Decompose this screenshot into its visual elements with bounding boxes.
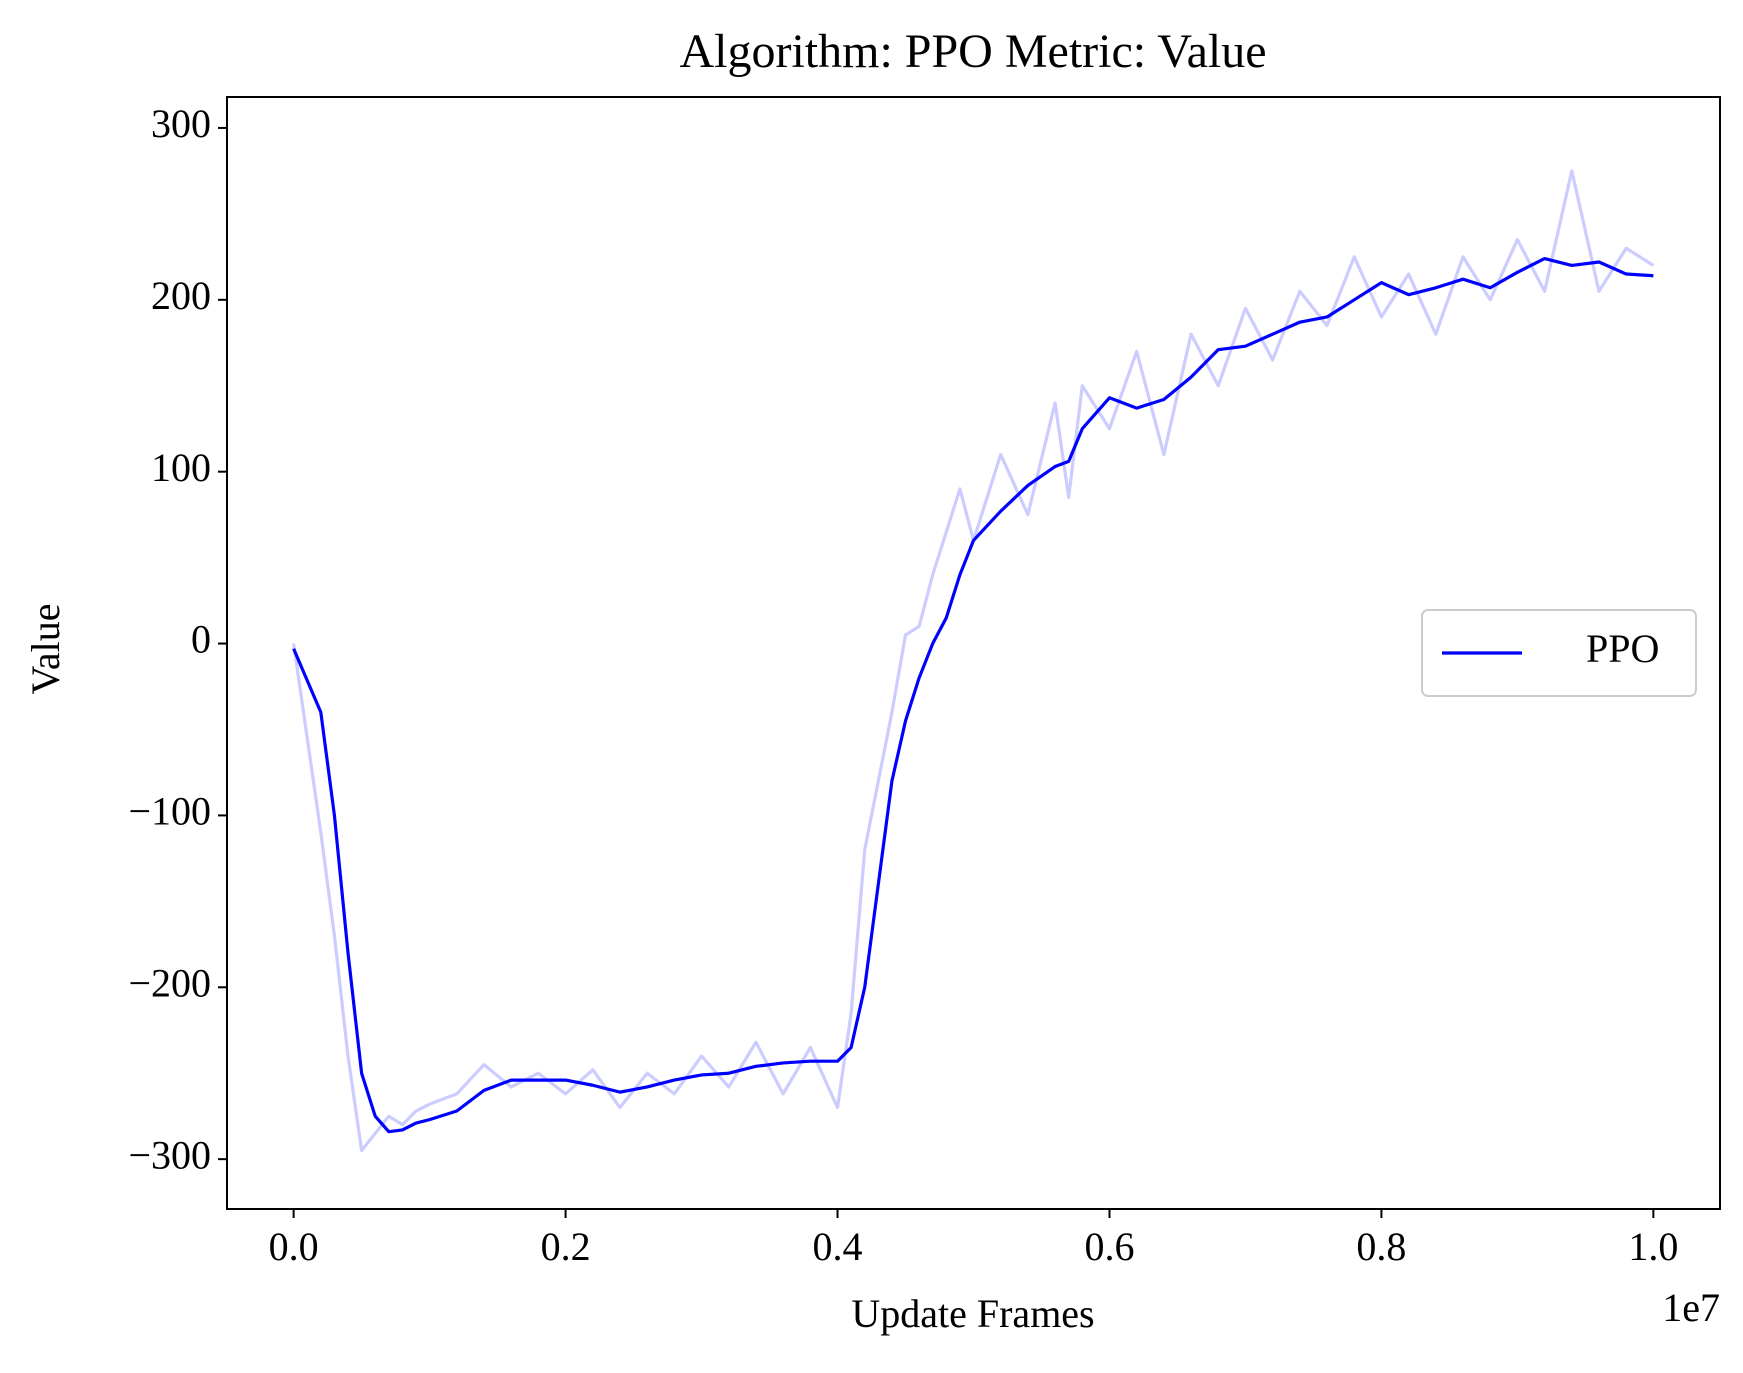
x-offset-label: 1e7 bbox=[1662, 1285, 1720, 1330]
y-tick-label: 300 bbox=[151, 101, 211, 146]
legend-box bbox=[1421, 609, 1697, 697]
plot-frame bbox=[226, 96, 1721, 1210]
x-tick-label: 1.0 bbox=[1628, 1224, 1678, 1269]
x-tick-label: 0.4 bbox=[813, 1224, 863, 1269]
y-tick-label: 200 bbox=[151, 273, 211, 318]
y-tick-label: 0 bbox=[191, 617, 211, 662]
x-tick-label: 0.2 bbox=[541, 1224, 591, 1269]
x-axis-label: Update Frames bbox=[851, 1291, 1094, 1336]
data-line bbox=[292, 256, 1654, 1134]
data-line bbox=[292, 169, 1655, 1153]
x-tick-label: 0.6 bbox=[1084, 1224, 1134, 1269]
y-axis-label: Value bbox=[23, 603, 68, 694]
y-tick-label: −300 bbox=[128, 1132, 211, 1177]
y-tick-label: −200 bbox=[128, 960, 211, 1005]
y-tick-label: 100 bbox=[151, 445, 211, 490]
x-tick-label: 0.0 bbox=[269, 1224, 319, 1269]
legend-label: PPO bbox=[1586, 626, 1659, 671]
chart-title: Algorithm: PPO Metric: Value bbox=[679, 25, 1266, 78]
x-tick-label: 0.8 bbox=[1356, 1224, 1406, 1269]
y-tick-label: −100 bbox=[128, 789, 211, 834]
